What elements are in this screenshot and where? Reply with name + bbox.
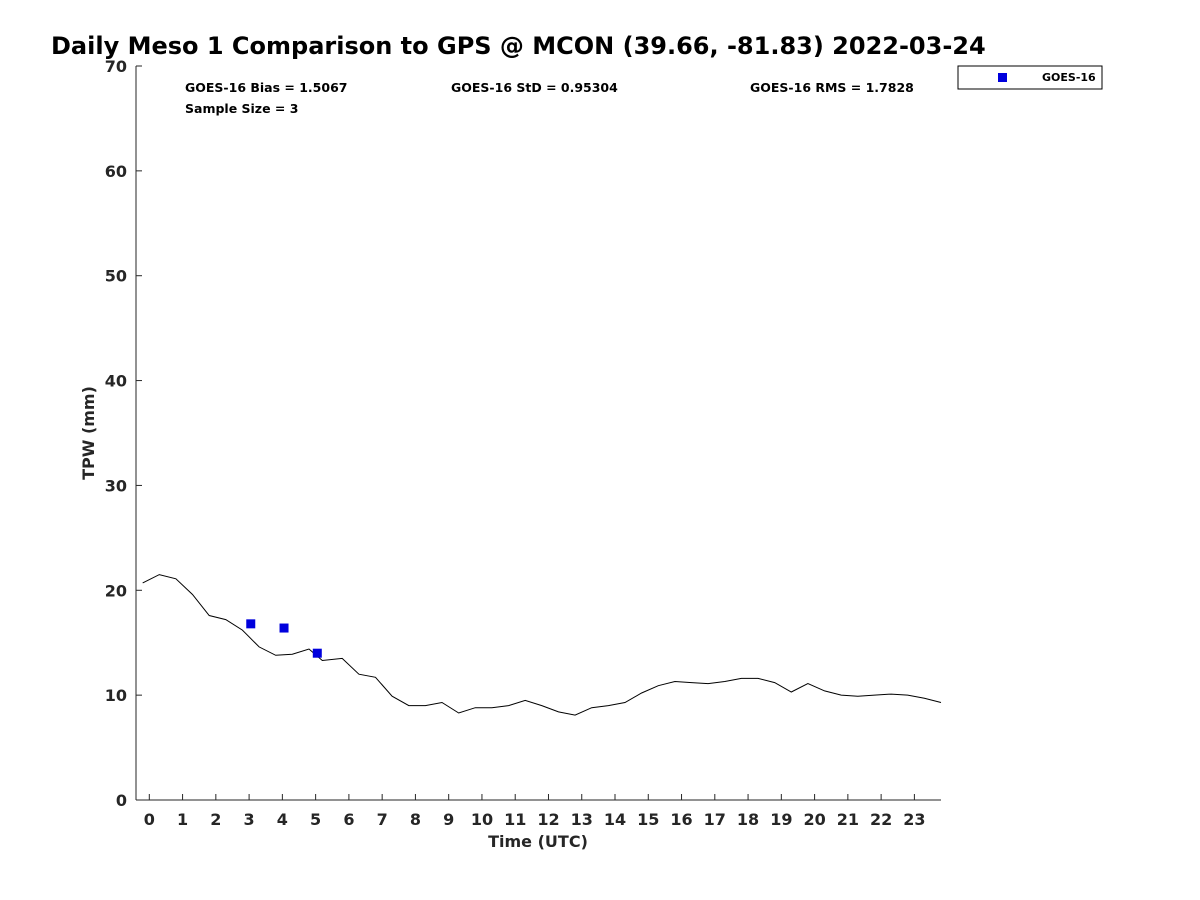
x-tick-label: 11 xyxy=(504,810,526,829)
legend-box xyxy=(957,65,1103,90)
x-tick-label: 16 xyxy=(670,810,692,829)
stat-sample-size: Sample Size = 3 xyxy=(185,101,298,116)
x-tick-label: 22 xyxy=(870,810,892,829)
legend: GOES-16 xyxy=(957,65,1103,90)
x-tick-label: 3 xyxy=(244,810,255,829)
x-tick-label: 19 xyxy=(770,810,792,829)
x-tick-label: 15 xyxy=(637,810,659,829)
gps-tpw-line xyxy=(142,574,942,716)
x-tick-label: 2 xyxy=(210,810,221,829)
x-tick-label: 9 xyxy=(443,810,454,829)
legend-marker-goes16 xyxy=(998,73,1007,82)
x-tick-label: 12 xyxy=(537,810,559,829)
y-tick-label: 50 xyxy=(105,267,127,286)
x-axis-label: Time (UTC) xyxy=(488,832,588,851)
stat-rms: GOES-16 RMS = 1.7828 xyxy=(750,80,914,95)
x-tick-label: 1 xyxy=(177,810,188,829)
goes16-point xyxy=(312,648,322,658)
x-tick-label: 10 xyxy=(471,810,493,829)
x-tick-label: 13 xyxy=(571,810,593,829)
y-tick-label: 40 xyxy=(105,372,127,391)
stat-std: GOES-16 StD = 0.95304 xyxy=(451,80,618,95)
x-tick-label: 18 xyxy=(737,810,759,829)
x-tick-label: 4 xyxy=(277,810,288,829)
y-tick-label: 30 xyxy=(105,476,127,495)
y-tick-label: 20 xyxy=(105,581,127,600)
y-tick-label: 60 xyxy=(105,162,127,181)
plot-series xyxy=(142,574,942,716)
x-tick-label: 8 xyxy=(410,810,421,829)
x-tick-label: 5 xyxy=(310,810,321,829)
legend-label-goes16: GOES-16 xyxy=(1042,71,1096,84)
x-tick-label: 7 xyxy=(377,810,388,829)
y-axis-label: TPW (mm) xyxy=(79,386,98,480)
x-tick-label: 6 xyxy=(343,810,354,829)
x-tick-label: 17 xyxy=(704,810,726,829)
stats-annotations: GOES-16 Bias = 1.5067 GOES-16 StD = 0.95… xyxy=(185,80,914,116)
x-tick-label: 21 xyxy=(837,810,859,829)
y-tick-label: 10 xyxy=(105,686,127,705)
x-tick-label: 14 xyxy=(604,810,626,829)
y-tick-label: 70 xyxy=(105,57,127,76)
x-tick-label: 23 xyxy=(903,810,925,829)
y-axis-ticks: 0 10 20 30 40 50 60 70 xyxy=(105,57,142,810)
stat-bias: GOES-16 Bias = 1.5067 xyxy=(185,80,347,95)
y-tick-label: 0 xyxy=(116,791,127,810)
chart-title: Daily Meso 1 Comparison to GPS @ MCON (3… xyxy=(51,32,986,60)
x-tick-label: 20 xyxy=(803,810,825,829)
goes16-point xyxy=(246,619,256,629)
x-tick-label: 0 xyxy=(144,810,155,829)
x-axis-ticks: 0 1 2 3 4 5 6 7 8 9 10 11 12 13 14 15 16 17 18 19 20 21 22 23 xyxy=(144,794,926,829)
goes16-point xyxy=(279,623,289,633)
axes xyxy=(135,66,941,801)
